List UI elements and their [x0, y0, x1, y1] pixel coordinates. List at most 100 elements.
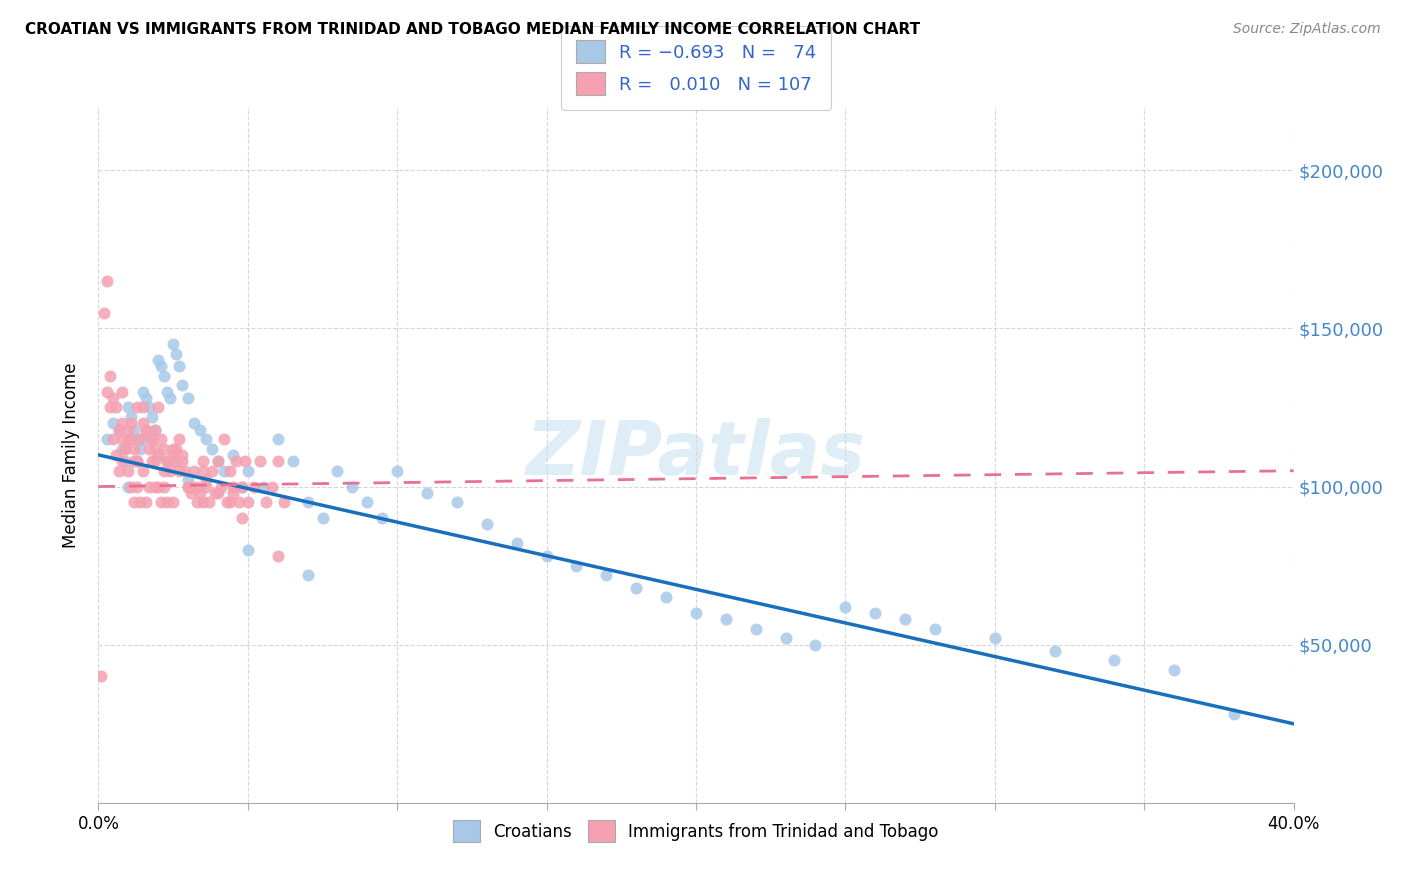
Point — [138, 401, 160, 415]
Point — [148, 448, 170, 462]
Point — [231, 479, 253, 493]
Point — [148, 448, 170, 462]
Point — [162, 337, 184, 351]
Point — [565, 558, 588, 573]
Point — [356, 495, 378, 509]
Point — [1163, 663, 1185, 677]
Point — [297, 495, 319, 509]
Point — [326, 464, 349, 478]
Point — [267, 549, 290, 563]
Point — [249, 454, 271, 468]
Point — [236, 464, 259, 478]
Point — [236, 542, 259, 557]
Point — [90, 669, 112, 683]
Point — [281, 454, 304, 468]
Point — [105, 448, 128, 462]
Point — [138, 442, 160, 456]
Point — [138, 479, 160, 493]
Point — [143, 479, 166, 493]
Point — [132, 384, 155, 399]
Point — [222, 479, 245, 493]
Point — [212, 464, 235, 478]
Point — [143, 423, 166, 437]
Point — [186, 495, 208, 509]
Point — [120, 432, 142, 446]
Point — [236, 495, 259, 509]
Point — [153, 368, 176, 383]
Point — [132, 401, 155, 415]
Point — [129, 442, 152, 456]
Text: CROATIAN VS IMMIGRANTS FROM TRINIDAD AND TOBAGO MEDIAN FAMILY INCOME CORRELATION: CROATIAN VS IMMIGRANTS FROM TRINIDAD AND… — [25, 22, 921, 37]
Text: ZIPatlas: ZIPatlas — [526, 418, 866, 491]
Point — [371, 511, 394, 525]
Point — [127, 432, 149, 446]
Point — [219, 464, 242, 478]
Point — [924, 622, 946, 636]
Point — [96, 432, 118, 446]
Point — [984, 632, 1007, 646]
Point — [225, 454, 247, 468]
Point — [243, 479, 266, 493]
Point — [143, 423, 166, 437]
Point — [183, 464, 205, 478]
Point — [267, 432, 290, 446]
Point — [186, 479, 208, 493]
Point — [127, 401, 149, 415]
Point — [153, 479, 176, 493]
Point — [148, 353, 170, 368]
Point — [195, 479, 218, 493]
Point — [506, 536, 529, 550]
Point — [141, 409, 163, 424]
Point — [141, 454, 163, 468]
Point — [117, 432, 139, 446]
Point — [745, 622, 768, 636]
Point — [195, 432, 218, 446]
Point — [165, 454, 187, 468]
Point — [132, 464, 155, 478]
Point — [198, 495, 221, 509]
Point — [180, 486, 202, 500]
Point — [156, 454, 179, 468]
Point — [222, 486, 245, 500]
Point — [98, 401, 122, 415]
Point — [167, 432, 190, 446]
Point — [103, 432, 125, 446]
Point — [191, 495, 214, 509]
Point — [201, 442, 224, 456]
Point — [120, 409, 142, 424]
Point — [685, 606, 707, 620]
Point — [188, 486, 211, 500]
Point — [93, 305, 115, 319]
Point — [148, 479, 170, 493]
Point — [180, 479, 202, 493]
Point — [132, 417, 155, 431]
Point — [188, 423, 211, 437]
Point — [150, 359, 173, 374]
Point — [98, 368, 122, 383]
Point — [135, 423, 157, 437]
Point — [132, 432, 155, 446]
Point — [156, 454, 179, 468]
Point — [162, 495, 184, 509]
Point — [127, 479, 149, 493]
Point — [254, 495, 277, 509]
Point — [103, 391, 125, 405]
Point — [172, 378, 194, 392]
Point — [148, 401, 170, 415]
Point — [129, 495, 152, 509]
Point — [446, 495, 468, 509]
Point — [233, 454, 256, 468]
Point — [804, 638, 827, 652]
Point — [311, 511, 333, 525]
Point — [165, 442, 187, 456]
Point — [167, 464, 190, 478]
Point — [177, 391, 200, 405]
Point — [120, 417, 142, 431]
Point — [222, 448, 245, 462]
Point — [105, 401, 128, 415]
Point — [834, 599, 856, 614]
Point — [111, 417, 134, 431]
Point — [111, 454, 134, 468]
Text: Source: ZipAtlas.com: Source: ZipAtlas.com — [1233, 22, 1381, 37]
Point — [1104, 653, 1126, 667]
